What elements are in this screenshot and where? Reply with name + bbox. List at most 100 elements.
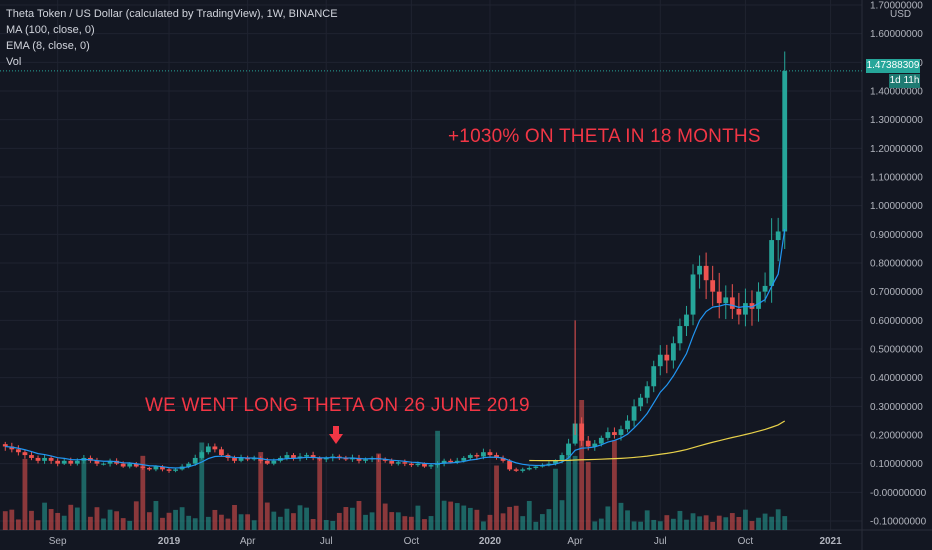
- x-tick-label: Apr: [240, 536, 256, 547]
- volume-bar: [703, 515, 709, 530]
- volume-bar: [258, 452, 264, 530]
- volume-bar: [572, 455, 578, 530]
- volume-bar: [651, 519, 657, 530]
- candle-body: [74, 460, 80, 464]
- candle-body: [507, 460, 513, 470]
- candle-body: [258, 457, 264, 461]
- volume-bar: [756, 517, 761, 530]
- candle-body: [310, 455, 316, 458]
- volume-bar: [769, 516, 775, 530]
- candle-body: [395, 462, 401, 464]
- candle-body: [120, 463, 126, 467]
- volume-bar: [81, 460, 87, 530]
- volume-bar: [363, 514, 368, 530]
- y-tick-label: 0.60000000: [870, 316, 923, 327]
- volume-bar: [592, 521, 598, 530]
- candle-body: [107, 460, 113, 464]
- candle-body: [723, 297, 729, 304]
- volume-bar: [546, 509, 552, 530]
- candle-body: [644, 386, 650, 398]
- y-tick-label: 0.40000000: [870, 373, 923, 384]
- candle-body: [219, 449, 224, 456]
- currency-label: USD: [890, 9, 912, 20]
- volume-bar: [507, 506, 513, 530]
- volume-bar: [520, 516, 526, 530]
- volume-bar: [618, 502, 624, 530]
- candle-body: [710, 280, 716, 292]
- x-tick-label: 2021: [819, 536, 842, 547]
- candle-body: [350, 457, 355, 460]
- y-tick-label: 0.20000000: [870, 431, 923, 442]
- candle-body: [651, 366, 657, 387]
- candle-body: [697, 265, 702, 275]
- candle-body: [48, 457, 54, 461]
- volume-bar: [160, 517, 165, 530]
- volume-bar: [225, 518, 231, 530]
- volume-bar: [441, 500, 447, 530]
- symbol-title: Theta Token / US Dollar (calculated by T…: [6, 8, 338, 20]
- volume-bar: [35, 520, 41, 530]
- x-tick-label: Jul: [320, 536, 333, 547]
- gain-annotation: +1030% ON THETA IN 18 MONTHS: [448, 126, 761, 147]
- volume-bar: [382, 503, 388, 530]
- candle-body: [625, 420, 630, 430]
- volume-bar: [179, 507, 185, 530]
- candle-body: [749, 303, 755, 309]
- candle-body: [173, 469, 178, 471]
- y-tick-label: 0.80000000: [870, 259, 923, 270]
- y-tick-label: 1.10000000: [870, 173, 923, 184]
- volume-bar: [271, 511, 277, 530]
- candle-body: [94, 460, 100, 464]
- candle-body: [297, 456, 303, 458]
- x-tick-label: Apr: [567, 536, 583, 547]
- candle-body: [559, 455, 565, 461]
- candle-body: [670, 343, 676, 361]
- volume-bar: [48, 509, 54, 530]
- volume-bar: [284, 508, 290, 530]
- volume-bar: [238, 514, 244, 530]
- volume-bar: [310, 519, 316, 530]
- volume-bar: [133, 501, 139, 530]
- volume-bar: [350, 507, 355, 530]
- candle-body: [22, 452, 28, 456]
- candle-body: [55, 460, 61, 464]
- candle-body: [553, 460, 558, 464]
- volume-bar: [422, 519, 427, 530]
- volume-bar: [762, 513, 768, 530]
- candle-body: [363, 459, 368, 461]
- volume-bar: [553, 468, 558, 530]
- volume-bar: [29, 510, 34, 530]
- volume-bar: [723, 517, 729, 530]
- candle-body: [422, 463, 427, 467]
- volume-bar: [336, 512, 342, 530]
- volume-legend: Vol: [6, 56, 22, 68]
- y-tick-label: 0.90000000: [870, 230, 923, 241]
- ma-legend: MA (100, close, 0): [6, 24, 95, 36]
- candle-body: [605, 432, 611, 438]
- volume-bar: [232, 504, 237, 530]
- volume-bar: [251, 520, 257, 530]
- y-tick-label: 0.10000000: [870, 459, 923, 470]
- volume-bar: [94, 507, 100, 530]
- volume-bar: [533, 521, 539, 530]
- volume-bar: [402, 516, 408, 530]
- candle-body: [782, 70, 788, 232]
- candle-body: [435, 463, 440, 466]
- candle-body: [153, 466, 159, 470]
- candle-body: [612, 432, 617, 435]
- candle-body: [533, 466, 539, 468]
- current-price-tag: 1.47388309: [866, 59, 920, 73]
- candle-body: [42, 457, 47, 461]
- candle-body: [454, 460, 460, 463]
- candle-body: [389, 460, 395, 464]
- y-tick-label: 1.30000000: [870, 115, 923, 126]
- candle-body: [205, 446, 211, 453]
- candle-body: [677, 326, 683, 344]
- candle-body: [494, 455, 499, 458]
- x-tick-label: 2019: [158, 536, 181, 547]
- volume-bar: [166, 512, 172, 530]
- x-tick-label: 2020: [479, 536, 502, 547]
- volume-bar: [2, 511, 8, 530]
- candle-body: [703, 265, 709, 281]
